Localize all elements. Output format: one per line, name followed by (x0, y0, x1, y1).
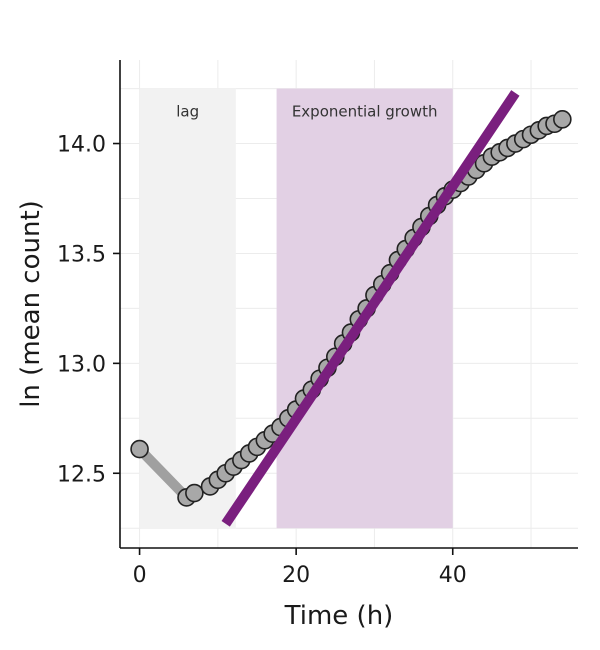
y-tick-label: 13.0 (57, 352, 106, 377)
data-point (553, 110, 572, 129)
region-label-0: lag (176, 103, 199, 121)
region-layer (139, 88, 453, 529)
fit-line-layer (221, 90, 520, 527)
y-axis-label: ln (mean count) (16, 200, 46, 408)
region-label-layer: lag Exponential growth (176, 103, 437, 121)
data-point (130, 439, 149, 459)
y-tick-label: 14.0 (57, 133, 106, 158)
fit-line (221, 90, 520, 527)
axis-layer (119, 60, 578, 549)
x-axis-label: Time (h) (284, 601, 394, 631)
data-point (185, 483, 204, 503)
y-tick-label: 13.5 (57, 242, 106, 267)
lag-segment-layer (135, 445, 191, 501)
x-tick-label: 20 (282, 563, 310, 588)
lag-segment (135, 445, 191, 501)
x-tick-label: 40 (439, 563, 467, 588)
region-label-1: Exponential growth (292, 103, 438, 121)
region-band-0 (139, 88, 236, 529)
y-tick-label: 12.5 (57, 462, 106, 487)
tick-layer: 0 20 40 12.5 13.0 13.5 14.0 (57, 133, 467, 588)
x-tick-label: 0 (133, 563, 147, 588)
